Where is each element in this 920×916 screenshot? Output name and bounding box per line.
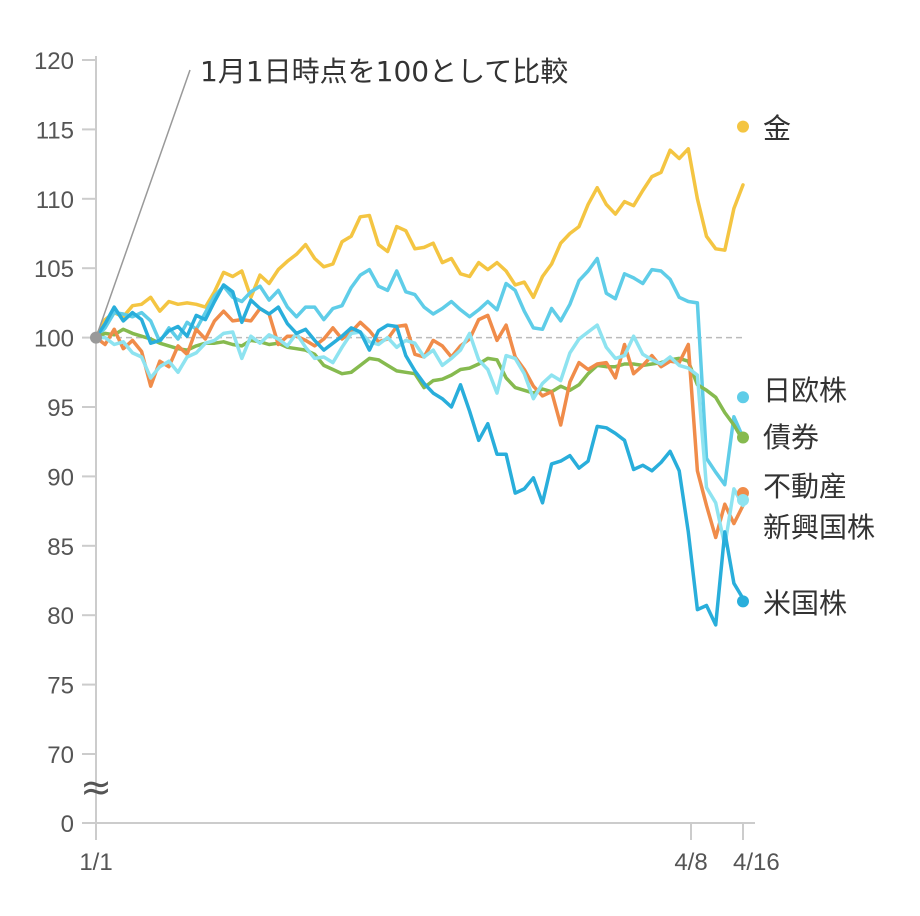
chart-axes: 0 70 75 80 85 90 95 100 105 110 115 120 ≈1/1 4/8 4/16: [34, 48, 780, 876]
y-tick-label: 95: [47, 395, 74, 422]
y-tick-label: 85: [47, 534, 74, 561]
y-tick-label: 75: [47, 673, 74, 700]
series-end-point: [737, 431, 749, 444]
series-line: [94, 147, 745, 340]
series-line: [94, 327, 745, 443]
y-tick-label: 110: [36, 187, 74, 214]
x-tick-label: 4/16: [733, 849, 780, 876]
y-tick-label: 105: [34, 256, 74, 283]
chart-annotation: 1月1日時点を100として比較: [200, 55, 568, 88]
series-label: 不動産: [763, 470, 847, 503]
y-tick-label: 115: [36, 117, 74, 144]
series-end-point: [737, 595, 749, 608]
y-tick-label: 80: [47, 603, 74, 630]
x-tick-label: 1/1: [79, 849, 112, 876]
series-end-point: [737, 391, 749, 404]
series-label: 新興国株: [763, 511, 875, 544]
series-line: [94, 323, 745, 548]
series-label: 債券: [763, 421, 819, 454]
y-tick-label: 90: [47, 464, 74, 491]
series-line: [94, 306, 745, 540]
series-line: [94, 283, 745, 627]
y-tick-label: 70: [47, 742, 74, 769]
axis-break-symbol: ≈: [80, 765, 112, 809]
chart-series: [94, 120, 749, 627]
series-label: 米国株: [763, 587, 847, 620]
series-label: 金: [763, 112, 791, 145]
y-tick-label: 120: [34, 48, 74, 75]
series-label: 日欧株: [763, 374, 847, 407]
y-tick-label: 0: [61, 811, 74, 838]
start-point: [90, 331, 102, 344]
x-tick-label: 4/8: [674, 849, 707, 876]
y-tick-label: 100: [34, 326, 74, 353]
series-end-point: [737, 120, 749, 133]
series-end-point: [737, 493, 749, 506]
annotation-leader: [95, 69, 191, 338]
series-line: [94, 256, 745, 487]
